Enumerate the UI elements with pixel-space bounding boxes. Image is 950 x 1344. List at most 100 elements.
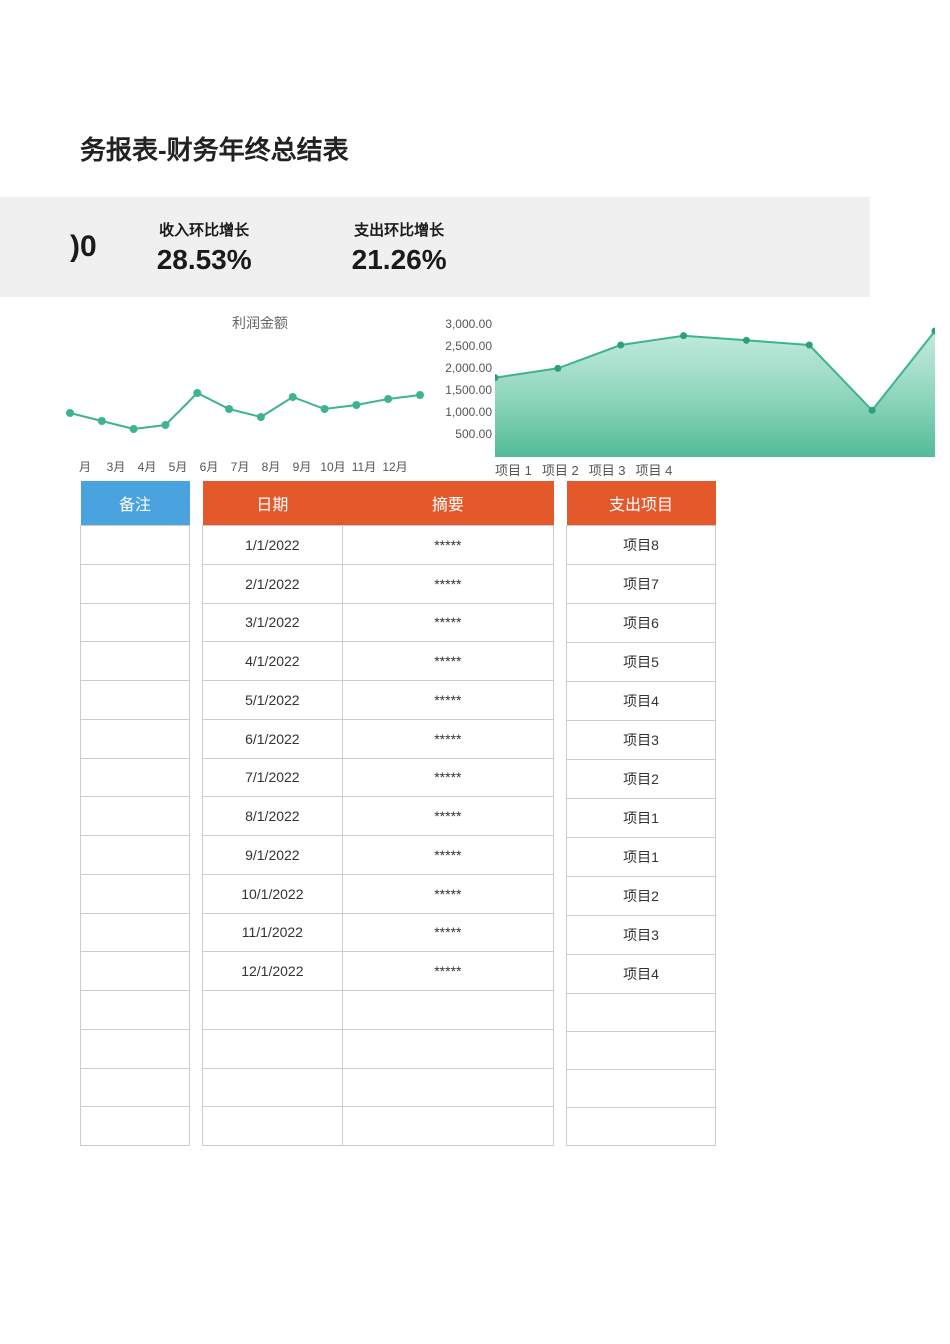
x-tick-label: 项目 1	[495, 460, 532, 479]
x-tick-label: 12月	[380, 458, 410, 475]
remark-cell	[81, 797, 190, 836]
main-cell: *****	[342, 681, 553, 720]
profit-chart-title: 利润金额	[130, 313, 390, 333]
x-tick-label: 10月	[318, 458, 348, 475]
x-tick-label: 8月	[256, 458, 286, 475]
expense-cell: 项目5	[567, 643, 716, 682]
main-cell: *****	[342, 952, 553, 991]
profit-line-chart: 利润金额 月3月4月5月6月7月8月9月10月11月12月	[80, 305, 440, 475]
main-cell	[342, 991, 553, 1030]
main-cell: 2/1/2022	[203, 564, 343, 603]
expense-cell: 项目2	[567, 877, 716, 916]
expense-cell	[567, 994, 716, 1032]
x-tick-label: 项目 4	[636, 460, 673, 479]
main-cell: 11/1/2022	[203, 913, 343, 952]
remark-table: 备注	[80, 481, 190, 1146]
kpi-band: )0 收入环比增长 28.53% 支出环比增长 21.26%	[0, 197, 870, 297]
expense-cell: 项目1	[567, 838, 716, 877]
remark-cell	[81, 719, 190, 758]
main-cell: *****	[342, 874, 553, 913]
area-x-axis: 项目 1项目 2项目 3项目 4	[495, 460, 676, 479]
kpi-expense: 支出环比增长 21.26%	[352, 219, 447, 276]
expense-cell: 项目4	[567, 682, 716, 721]
main-cell: 7/1/2022	[203, 758, 343, 797]
y-tick-label: 2,500.00	[434, 335, 492, 357]
x-tick-label: 6月	[194, 458, 224, 475]
kpi-expense-label: 支出环比增长	[354, 219, 444, 240]
expense-cell	[567, 1108, 716, 1146]
x-tick-label: 7月	[225, 458, 255, 475]
expense-cell: 项目8	[567, 526, 716, 565]
kpi-income-value: 28.53%	[157, 244, 252, 276]
profit-x-axis: 月3月4月5月6月7月8月9月10月11月12月	[70, 458, 410, 475]
remark-cell	[81, 642, 190, 681]
x-tick-label: 项目 2	[542, 460, 579, 479]
x-tick-label: 4月	[132, 458, 162, 475]
remark-cell	[81, 681, 190, 720]
tables-row: 备注 日期摘要1/1/2022*****2/1/2022*****3/1/202…	[0, 481, 870, 1146]
y-tick-label: 1,500.00	[434, 379, 492, 401]
main-cell: *****	[342, 836, 553, 875]
area-chart: 3,000.002,500.002,000.001,500.001,000.00…	[440, 305, 870, 475]
main-cell: *****	[342, 797, 553, 836]
main-cell: 5/1/2022	[203, 681, 343, 720]
area-svg	[495, 311, 935, 471]
expense-cell: 项目1	[567, 799, 716, 838]
page-title: 务报表-财务年终总结表	[80, 130, 950, 167]
main-cell	[203, 1068, 343, 1107]
main-table: 日期摘要1/1/2022*****2/1/2022*****3/1/2022**…	[202, 481, 554, 1146]
remark-cell	[81, 874, 190, 913]
main-cell	[342, 1029, 553, 1068]
area-y-axis: 3,000.002,500.002,000.001,500.001,000.00…	[434, 313, 492, 445]
expense-cell	[567, 1070, 716, 1108]
main-header: 摘要	[342, 481, 553, 526]
kpi-expense-value: 21.26%	[352, 244, 447, 276]
y-tick-label: 1,000.00	[434, 401, 492, 423]
y-tick-label: 2,000.00	[434, 357, 492, 379]
main-cell: 3/1/2022	[203, 603, 343, 642]
remark-cell	[81, 1107, 190, 1146]
main-cell: 8/1/2022	[203, 797, 343, 836]
expense-table: 支出项目项目8项目7项目6项目5项目4项目3项目2项目1项目1项目2项目3项目4	[566, 481, 716, 1146]
kpi-income-label: 收入环比增长	[159, 219, 249, 240]
remark-cell	[81, 991, 190, 1030]
main-cell: 10/1/2022	[203, 874, 343, 913]
main-cell: *****	[342, 758, 553, 797]
expense-header: 支出项目	[567, 481, 716, 526]
main-cell: 12/1/2022	[203, 952, 343, 991]
expense-cell: 项目2	[567, 760, 716, 799]
main-cell: *****	[342, 913, 553, 952]
remark-cell	[81, 526, 190, 565]
main-cell: 9/1/2022	[203, 836, 343, 875]
remark-cell	[81, 758, 190, 797]
remark-cell	[81, 603, 190, 642]
main-cell	[203, 991, 343, 1030]
remark-cell	[81, 913, 190, 952]
x-tick-label: 3月	[101, 458, 131, 475]
main-cell	[342, 1107, 553, 1146]
main-header: 日期	[203, 481, 343, 526]
expense-cell: 项目4	[567, 955, 716, 994]
remark-header: 备注	[81, 481, 190, 526]
expense-cell: 项目3	[567, 916, 716, 955]
x-tick-label: 5月	[163, 458, 193, 475]
y-tick-label: 500.00	[434, 423, 492, 445]
main-cell: *****	[342, 603, 553, 642]
main-cell: *****	[342, 564, 553, 603]
charts-row: 利润金额 月3月4月5月6月7月8月9月10月11月12月 3,000.002,…	[0, 305, 870, 475]
x-tick-label: 11月	[349, 458, 379, 475]
main-cell: 1/1/2022	[203, 526, 343, 565]
main-cell: 6/1/2022	[203, 719, 343, 758]
x-tick-label: 月	[70, 458, 100, 475]
remark-cell	[81, 952, 190, 991]
kpi-spill-value: )0	[70, 230, 97, 264]
expense-cell: 项目3	[567, 721, 716, 760]
main-cell: 4/1/2022	[203, 642, 343, 681]
remark-cell	[81, 1029, 190, 1068]
expense-cell: 项目6	[567, 604, 716, 643]
remark-cell	[81, 836, 190, 875]
main-cell	[342, 1068, 553, 1107]
main-cell: *****	[342, 719, 553, 758]
y-tick-label: 3,000.00	[434, 313, 492, 335]
main-cell: *****	[342, 526, 553, 565]
